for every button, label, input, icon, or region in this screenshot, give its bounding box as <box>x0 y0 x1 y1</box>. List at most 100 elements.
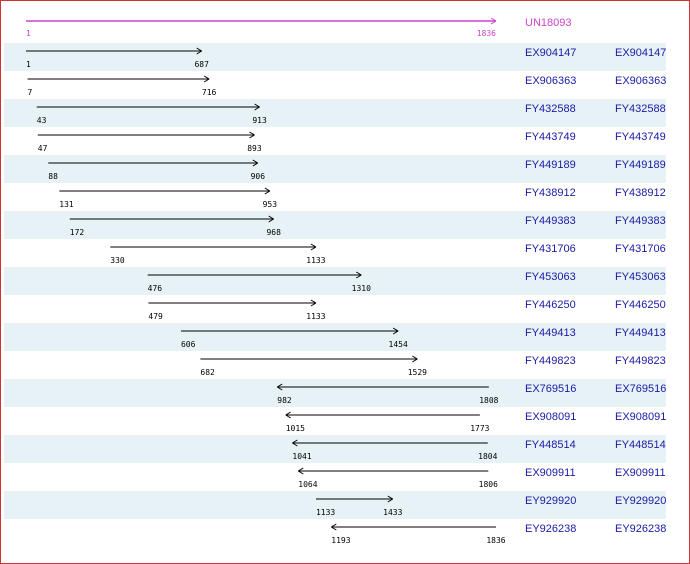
alignment-id-link[interactable]: EX908091 <box>525 411 576 423</box>
alignment-arrowhead <box>356 271 362 279</box>
alignment-accession-link[interactable]: FY449189 <box>615 159 666 171</box>
row-stripe <box>4 267 666 295</box>
row-stripe <box>4 211 666 239</box>
alignment-start-label: 682 <box>200 368 215 377</box>
alignment-end-label: 953 <box>263 200 278 209</box>
alignment-arrowhead <box>392 327 399 335</box>
alignment-id-link[interactable]: EX769516 <box>525 383 576 395</box>
alignment-end-label: 1133 <box>306 256 325 265</box>
alignment-end-label: 968 <box>266 228 281 237</box>
alignment-start-label: 1015 <box>286 424 305 433</box>
alignment-accession-link[interactable]: EX769516 <box>615 383 666 395</box>
row-stripe <box>4 155 666 183</box>
alignment-start-label: 1 <box>26 60 31 69</box>
alignment-accession-link[interactable]: FY431706 <box>615 243 666 255</box>
alignment-start-label: 1041 <box>292 452 311 461</box>
alignment-id-link[interactable]: EX909911 <box>525 467 576 479</box>
alignment-accession-link[interactable]: EX909911 <box>615 467 666 479</box>
alignment-id-link[interactable]: FY449189 <box>525 159 576 171</box>
alignment-id-link[interactable]: FY438912 <box>525 187 576 199</box>
alignment-id-link[interactable]: EX904147 <box>525 47 576 59</box>
alignment-end-label: 913 <box>252 116 267 125</box>
alignment-start-label: 131 <box>59 200 74 209</box>
alignment-start-label: 7 <box>28 88 33 97</box>
alignment-id-link[interactable]: FY432588 <box>525 103 576 115</box>
row-stripe <box>4 491 666 519</box>
alignment-start-label: 1193 <box>331 536 350 545</box>
alignment-id-link[interactable]: FY431706 <box>525 243 576 255</box>
alignment-accession-link[interactable]: EY926238 <box>615 523 666 535</box>
alignment-accession-link[interactable]: EX904147 <box>615 47 666 59</box>
alignment-end-label: 1806 <box>479 480 498 489</box>
alignment-end-label: 906 <box>251 172 266 181</box>
alignment-start-label: 330 <box>110 256 125 265</box>
alignment-arrowhead <box>203 75 210 83</box>
row-stripe <box>4 435 666 463</box>
alignment-arrowhead <box>264 187 271 195</box>
alignment-id-link[interactable]: EY926238 <box>525 523 576 535</box>
alignment-end-label: 1454 <box>389 340 408 349</box>
alignment-arrowhead <box>252 159 259 167</box>
reference-id-label: UN18093 <box>525 17 571 29</box>
alignment-arrowhead <box>387 495 394 503</box>
alignment-accession-link[interactable]: EX906363 <box>615 75 666 87</box>
alignment-arrowhead <box>331 523 337 531</box>
alignment-arrowhead <box>412 355 418 363</box>
alignment-end-label: 893 <box>247 144 262 153</box>
alignment-id-link[interactable]: FY449823 <box>525 355 576 367</box>
alignment-end-label: 1529 <box>408 368 427 377</box>
alignment-id-link[interactable]: EX906363 <box>525 75 576 87</box>
alignment-id-link[interactable]: EY929920 <box>525 495 576 507</box>
reference-end-label: 1836 <box>477 29 496 38</box>
alignment-accession-link[interactable]: FY446250 <box>615 299 666 311</box>
alignment-accession-link[interactable]: FY448514 <box>615 439 666 451</box>
alignment-id-link[interactable]: FY448514 <box>525 439 576 451</box>
alignment-id-link[interactable]: FY446250 <box>525 299 576 311</box>
alignment-id-link[interactable]: FY443749 <box>525 131 576 143</box>
alignment-start-label: 88 <box>48 172 58 181</box>
alignment-id-link[interactable]: FY449413 <box>525 327 576 339</box>
alignment-accession-link[interactable]: FY438912 <box>615 187 666 199</box>
alignment-start-label: 479 <box>148 312 163 321</box>
alignment-accession-link[interactable]: FY449383 <box>615 215 666 227</box>
row-stripe <box>4 323 666 351</box>
alignment-arrowhead <box>292 439 298 447</box>
row-stripe <box>4 99 666 127</box>
alignment-arrowhead <box>254 103 260 111</box>
alignment-start-label: 606 <box>181 340 196 349</box>
alignment-accession-link[interactable]: FY453063 <box>615 271 666 283</box>
alignment-arrowhead <box>277 383 283 391</box>
alignment-accession-link[interactable]: FY449413 <box>615 327 666 339</box>
alignment-arrowhead <box>310 243 317 251</box>
alignment-end-label: 687 <box>194 60 209 69</box>
alignment-end-label: 1433 <box>383 508 402 517</box>
alignment-start-label: 1133 <box>316 508 335 517</box>
alignment-accession-link[interactable]: EY929920 <box>615 495 666 507</box>
alignment-arrowhead <box>298 467 304 475</box>
alignment-arrowhead <box>285 411 291 419</box>
reference-start-label: 1 <box>26 29 31 38</box>
alignment-start-label: 47 <box>38 144 48 153</box>
alignment-accession-link[interactable]: FY432588 <box>615 103 666 115</box>
alignment-start-label: 43 <box>37 116 47 125</box>
alignment-end-label: 1808 <box>479 396 498 405</box>
alignment-id-link[interactable]: FY453063 <box>525 271 576 283</box>
alignment-end-label: 1804 <box>478 452 497 461</box>
alignment-accession-link[interactable]: FY449823 <box>615 355 666 367</box>
alignment-end-label: 716 <box>202 88 217 97</box>
row-stripe <box>4 43 666 71</box>
alignment-arrowhead <box>196 47 202 55</box>
row-stripe <box>4 379 666 407</box>
alignment-arrowhead <box>310 299 317 307</box>
alignment-id-link[interactable]: FY449383 <box>525 215 576 227</box>
alignment-arrowhead <box>268 215 274 223</box>
alignment-start-label: 476 <box>148 284 163 293</box>
alignment-start-label: 172 <box>70 228 85 237</box>
alignment-arrowhead <box>249 131 255 139</box>
alignment-start-label: 1064 <box>298 480 317 489</box>
alignment-accession-link[interactable]: FY443749 <box>615 131 666 143</box>
reference-arrowhead <box>490 17 497 25</box>
alignment-accession-link[interactable]: EX908091 <box>615 411 666 423</box>
